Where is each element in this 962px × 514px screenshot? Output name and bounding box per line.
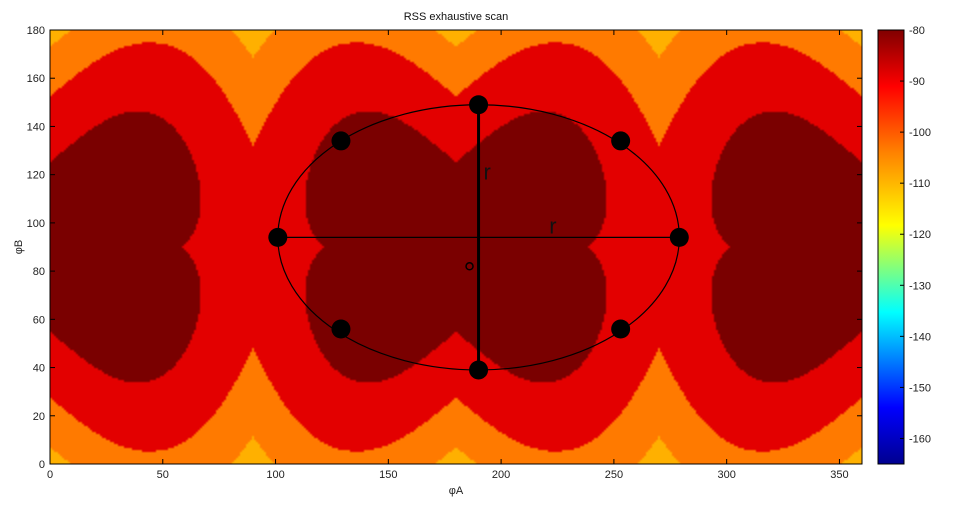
radius-label-vertical: r [484, 159, 491, 184]
colorbar-tick-label: -80 [909, 25, 925, 37]
sample-point [331, 131, 351, 151]
y-tick-label: 0 [39, 459, 45, 471]
y-tick-label: 60 [33, 314, 45, 326]
y-tick-label: 160 [27, 73, 45, 85]
x-tick-label: 350 [830, 469, 848, 481]
x-axis: 0 50 100 150 200 250 300 350 [47, 30, 849, 481]
colorbar-ticks: -80 -90 -100 -110 -120 -130 -140 -150 -160 [900, 25, 931, 445]
y-tick-label: 140 [27, 121, 45, 133]
sample-point [268, 227, 288, 247]
y-tick-label: 40 [33, 363, 45, 375]
radius-label-horizontal: r [549, 213, 556, 238]
x-tick-label: 200 [492, 469, 510, 481]
plot-frame [49, 29, 863, 465]
x-axis-label: φA [449, 485, 464, 497]
heatmap-image [50, 30, 862, 464]
colorbar [877, 29, 905, 465]
heatmap-area [50, 30, 862, 464]
x-tick-label: 50 [157, 469, 169, 481]
colorbar-tick-label: -90 [909, 76, 925, 88]
center-marker [465, 262, 474, 271]
x-tick-label: 250 [605, 469, 623, 481]
colorbar-tick-label: -100 [909, 127, 931, 139]
y-tick-label: 20 [33, 411, 45, 423]
chart-title: RSS exhaustive scan [404, 11, 509, 23]
y-axis-label: φB [13, 240, 25, 254]
colorbar-tick-label: -130 [909, 280, 931, 292]
colorbar-tick-label: -150 [909, 382, 931, 394]
y-tick-label: 180 [27, 25, 45, 37]
sample-point [669, 227, 689, 247]
x-tick-label: 150 [379, 469, 397, 481]
y-tick-label: 120 [27, 170, 45, 182]
colorbar-tick-label: -160 [909, 433, 931, 445]
x-tick-label: 0 [47, 469, 53, 481]
colorbar-tick-label: -120 [909, 229, 931, 241]
sample-point [469, 95, 489, 115]
colorbar-tick-label: -110 [909, 178, 930, 190]
annotation-overlay: rr [268, 95, 689, 380]
sample-point [611, 131, 631, 151]
sample-point [469, 360, 489, 380]
y-tick-label: 100 [27, 218, 45, 230]
y-axis: 0 20 40 60 80 100 120 140 160 180 [27, 25, 862, 471]
sample-point [331, 319, 351, 339]
x-tick-label: 100 [266, 469, 284, 481]
x-tick-label: 300 [717, 469, 735, 481]
y-tick-label: 80 [33, 266, 45, 278]
colorbar-tick-label: -140 [909, 331, 931, 343]
sample-point [611, 319, 631, 339]
